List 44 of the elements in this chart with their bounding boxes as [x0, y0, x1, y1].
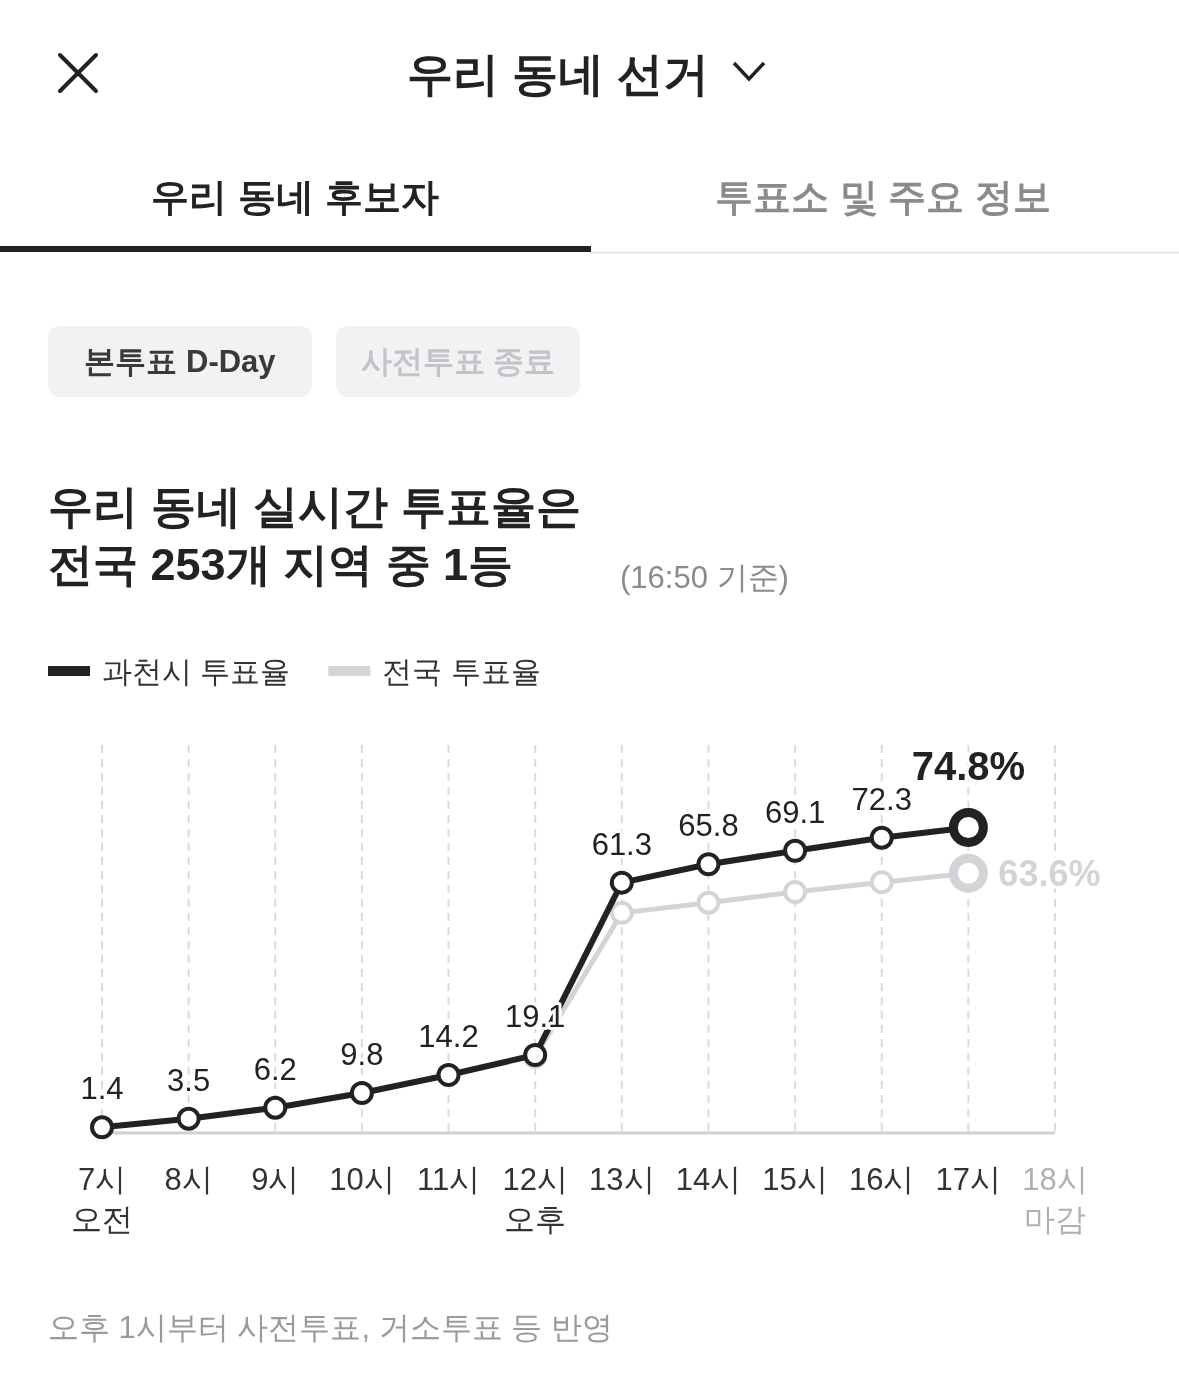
x-tick-label: 17시 [935, 1162, 1002, 1197]
x-tick-label: 10시 [329, 1162, 395, 1197]
chart-title: 우리 동네 실시간 투표율은 전국 253개 지역 중 1등 [48, 481, 581, 590]
data-label: 6.2 [253, 1051, 297, 1087]
data-label: 72.3 [851, 781, 912, 817]
point [869, 825, 894, 850]
point [696, 890, 721, 915]
x-tick-label: 11시 [416, 1162, 481, 1197]
point [609, 870, 634, 895]
data-label: 74.8% [911, 743, 1026, 788]
chart-subtitle: (16:50 기준) [620, 560, 789, 595]
x-tick-label: 18시 마감 [1022, 1162, 1088, 1237]
point [609, 900, 634, 925]
text: 투표소 및 주요 정보 [715, 176, 1051, 218]
point [696, 852, 721, 877]
x-tick-label: 12시 오후 [502, 1162, 568, 1237]
data-label: 1.4 [80, 1071, 124, 1107]
point [349, 1080, 374, 1105]
data-label: 9.8 [340, 1036, 384, 1072]
x-tick-label: 14시 [675, 1162, 742, 1197]
text: 우리 동네 후보자 [151, 176, 439, 218]
point [263, 1095, 288, 1120]
point [783, 838, 808, 863]
point [176, 1106, 201, 1131]
text: 우리 동네 선거 [407, 48, 709, 100]
x-tick-label: 15시 [762, 1162, 828, 1197]
point [869, 870, 894, 895]
text: 본투표 D-Day [84, 344, 277, 379]
point [436, 1063, 461, 1087]
data-label: 69.1 [764, 794, 826, 830]
text: 오후 1시부터 사전투표, 거소투표 등 반영 [48, 1310, 613, 1345]
data-label: 65.8 [678, 808, 739, 844]
x-tick-label: 13시 [589, 1162, 655, 1197]
x-tick-label: 9시 [251, 1162, 300, 1197]
point [90, 1115, 114, 1140]
data-label: 61.3 [591, 826, 652, 862]
legend-label: 과천시 투표율 [102, 655, 291, 688]
legend-label: 전국 투표율 [382, 655, 541, 688]
x-tick-label: 8시 [164, 1162, 213, 1197]
x-tick-label: 16시 [848, 1162, 915, 1197]
x-tick-label: 7시 오전 [71, 1162, 133, 1237]
data-label: 14.2 [418, 1019, 479, 1054]
point [783, 880, 808, 905]
data-label: 3.5 [167, 1062, 211, 1098]
